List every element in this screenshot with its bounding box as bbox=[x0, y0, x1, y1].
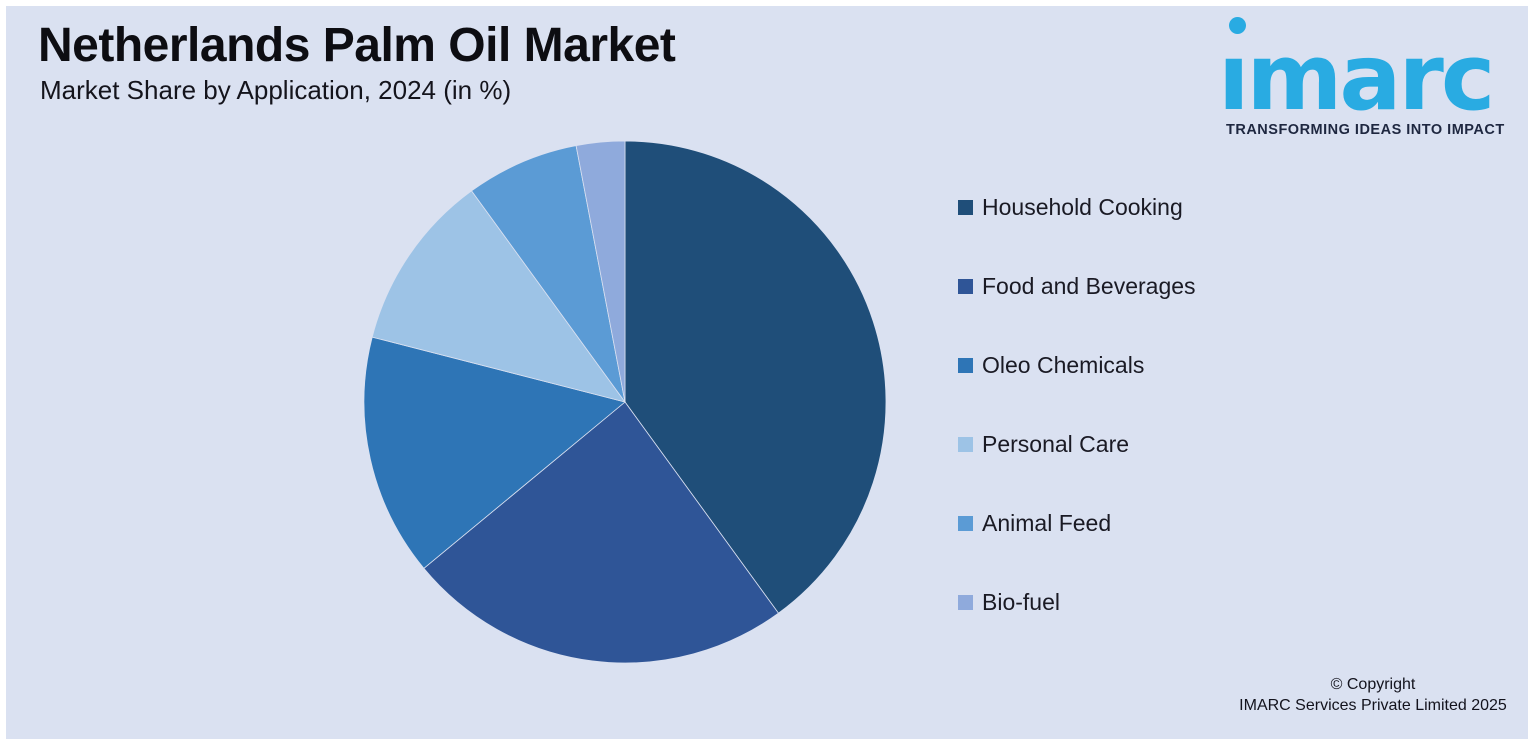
legend-label: Animal Feed bbox=[982, 509, 1112, 536]
legend-swatch bbox=[958, 357, 973, 373]
legend-item: Animal Feed bbox=[958, 509, 1196, 537]
copyright-line2: IMARC Services Private Limited 2025 bbox=[1239, 697, 1507, 714]
legend-label: Oleo Chemicals bbox=[982, 351, 1145, 378]
page-title: Netherlands Palm Oil Market bbox=[38, 19, 676, 72]
copyright: © Copyright IMARC Services Private Limit… bbox=[1232, 674, 1514, 716]
page-subtitle: Market Share by Application, 2024 (in %) bbox=[40, 75, 512, 105]
legend-label: Food and Beverages bbox=[982, 272, 1196, 299]
imarc-logo: ımarc TRANSFORMING IDEAS INTO IMPACT bbox=[1218, 10, 1518, 142]
legend-swatch bbox=[958, 594, 973, 610]
legend-label: Bio-fuel bbox=[982, 588, 1060, 615]
pie-slice-personal-care bbox=[371, 190, 626, 403]
legend-item: Food and Beverages bbox=[958, 272, 1196, 300]
pie-chart bbox=[364, 141, 886, 663]
legend-swatch bbox=[958, 199, 973, 215]
imarc-logo-text: ımarc bbox=[1218, 24, 1495, 131]
imarc-logo-tagline: TRANSFORMING IDEAS INTO IMPACT bbox=[1226, 122, 1505, 138]
legend-label: Household Cooking bbox=[982, 193, 1183, 220]
imarc-logo-dot-icon bbox=[1229, 17, 1246, 34]
legend-label: Personal Care bbox=[982, 430, 1130, 457]
legend-item: Household Cooking bbox=[958, 193, 1196, 221]
legend-swatch bbox=[958, 278, 973, 294]
pie-slice-household-cooking bbox=[624, 141, 886, 614]
pie-slice-food-and-beverages bbox=[423, 401, 779, 663]
pie-slice-oleo-chemicals bbox=[364, 336, 626, 569]
legend-item: Personal Care bbox=[958, 430, 1196, 458]
legend-item: Oleo Chemicals bbox=[958, 351, 1196, 379]
legend: Household Cooking Food and Beverages Ole… bbox=[958, 193, 1196, 667]
pie-slice-bio-fuel bbox=[575, 141, 626, 403]
copyright-line1: © Copyright bbox=[1330, 676, 1416, 693]
legend-swatch bbox=[958, 515, 973, 531]
legend-swatch bbox=[958, 436, 973, 452]
pie-slice-animal-feed bbox=[471, 145, 626, 403]
legend-item: Bio-fuel bbox=[958, 588, 1196, 616]
